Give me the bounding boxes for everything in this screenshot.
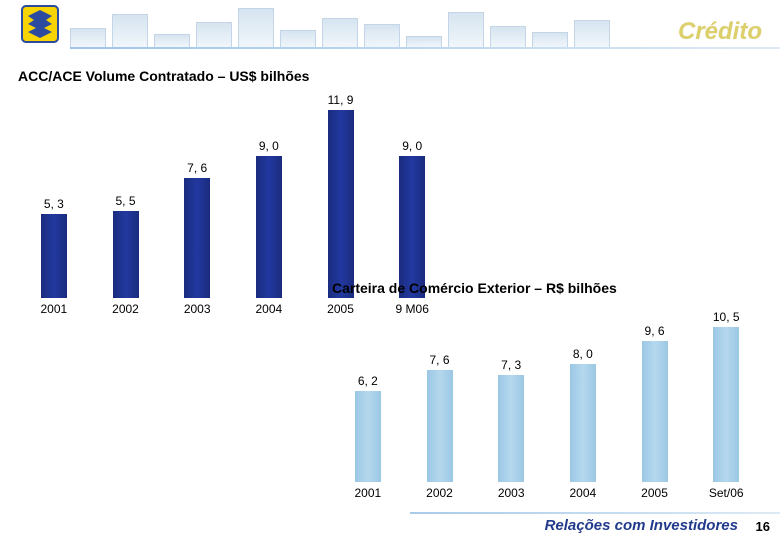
chart2-title: Carteira de Comércio Exterior – R$ bilhõ… xyxy=(332,280,617,296)
bar-category-label: 2005 xyxy=(619,486,691,500)
chart2-bars: 6, 220017, 620027, 320038, 020049, 62005… xyxy=(332,302,762,482)
bar xyxy=(570,364,596,482)
bar-value-label: 7, 6 xyxy=(187,161,207,175)
bar-col: 5, 52002 xyxy=(90,90,162,298)
bar-col: 6, 22001 xyxy=(332,302,404,482)
bar-value-label: 9, 0 xyxy=(402,139,422,153)
bar xyxy=(41,214,67,298)
bar xyxy=(355,391,381,482)
bar-col: 9, 09 M06 xyxy=(376,90,448,298)
footer-text: Relações com Investidores xyxy=(545,517,738,534)
bar-category-label: 2003 xyxy=(161,302,233,316)
footer-rule xyxy=(410,512,780,514)
bar-category-label: 2003 xyxy=(475,486,547,500)
bar-col: 9, 02004 xyxy=(233,90,305,298)
bar-col: 7, 62003 xyxy=(161,90,233,298)
bar-value-label: 5, 5 xyxy=(116,194,136,208)
bar xyxy=(498,375,524,483)
chart1-title: ACC/ACE Volume Contratado – US$ bilhões xyxy=(18,68,309,84)
bar-category-label: 2002 xyxy=(90,302,162,316)
bar-category-label: 2001 xyxy=(18,302,90,316)
header-rule xyxy=(70,47,780,49)
bar xyxy=(328,110,354,298)
bar-value-label: 7, 6 xyxy=(430,353,450,367)
bar-col: 7, 62002 xyxy=(404,302,476,482)
bar-value-label: 11, 9 xyxy=(328,93,354,107)
bar-value-label: 6, 2 xyxy=(358,374,378,388)
bar-value-label: 10, 5 xyxy=(713,310,740,324)
chart-carteira: Carteira de Comércio Exterior – R$ bilhõ… xyxy=(332,280,762,506)
page-number: 16 xyxy=(756,519,770,534)
page-title: Crédito xyxy=(678,18,762,46)
bar-value-label: 8, 0 xyxy=(573,347,593,361)
bar xyxy=(256,156,282,299)
bar-value-label: 5, 3 xyxy=(44,197,64,211)
bar-value-label: 7, 3 xyxy=(501,358,521,372)
bar xyxy=(642,341,668,482)
bar-category-label: 2004 xyxy=(233,302,305,316)
chart1-bars: 5, 320015, 520027, 620039, 0200411, 9200… xyxy=(18,90,448,298)
bar-col: 10, 5Set/06 xyxy=(690,302,762,482)
bar xyxy=(427,370,453,482)
bar xyxy=(399,156,425,299)
bar-col: 7, 32003 xyxy=(475,302,547,482)
bank-logo-icon xyxy=(18,2,62,46)
bar xyxy=(713,327,739,482)
bar-category-label: 2001 xyxy=(332,486,404,500)
bar xyxy=(113,211,139,298)
header: Crédito xyxy=(0,0,780,52)
bar-value-label: 9, 0 xyxy=(259,139,279,153)
bar-category-label: 2002 xyxy=(404,486,476,500)
bar-col: 5, 32001 xyxy=(18,90,90,298)
bar-col: 8, 02004 xyxy=(547,302,619,482)
bar-category-label: 2004 xyxy=(547,486,619,500)
header-decorative-bars xyxy=(70,4,780,48)
bar-col: 9, 62005 xyxy=(619,302,691,482)
bar-category-label: Set/06 xyxy=(690,486,762,500)
bar-value-label: 9, 6 xyxy=(645,324,665,338)
bar-col: 11, 92005 xyxy=(305,90,377,298)
bar xyxy=(184,178,210,298)
